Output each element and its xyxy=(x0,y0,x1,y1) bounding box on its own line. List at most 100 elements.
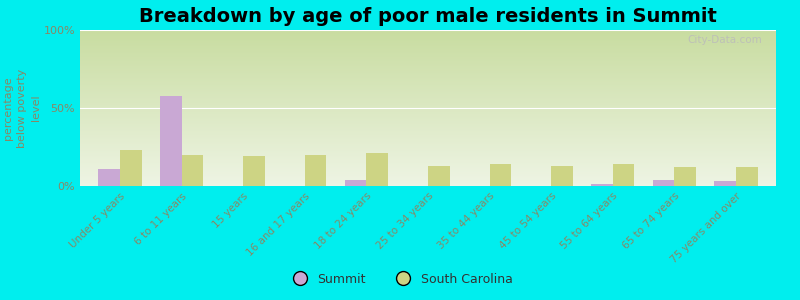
Bar xyxy=(80,178,776,179)
Bar xyxy=(80,48,776,49)
Bar xyxy=(80,85,776,86)
Bar xyxy=(80,66,776,67)
Bar xyxy=(80,180,776,181)
Bar xyxy=(80,155,776,156)
Bar xyxy=(80,34,776,35)
Bar xyxy=(80,128,776,129)
Bar xyxy=(551,166,573,186)
Bar xyxy=(80,103,776,104)
Bar xyxy=(80,59,776,60)
Bar xyxy=(80,161,776,162)
Bar xyxy=(80,93,776,94)
Bar xyxy=(80,139,776,140)
Bar xyxy=(80,132,776,133)
Bar xyxy=(80,158,776,159)
Bar xyxy=(80,149,776,150)
Bar xyxy=(80,63,776,64)
Bar xyxy=(80,70,776,71)
Bar xyxy=(80,118,776,119)
Bar xyxy=(80,167,776,168)
Bar xyxy=(80,57,776,58)
Bar xyxy=(80,83,776,84)
Bar xyxy=(80,137,776,138)
Bar xyxy=(80,135,776,136)
Bar xyxy=(80,117,776,118)
Bar xyxy=(80,49,776,50)
Bar xyxy=(80,185,776,186)
Bar xyxy=(80,130,776,131)
Bar xyxy=(345,180,366,186)
Bar xyxy=(80,92,776,93)
Bar xyxy=(120,150,142,186)
Bar xyxy=(80,148,776,149)
Bar xyxy=(80,122,776,123)
Bar xyxy=(80,145,776,146)
Bar xyxy=(366,153,388,186)
Bar xyxy=(80,74,776,75)
Bar xyxy=(80,33,776,34)
Bar xyxy=(80,46,776,47)
Bar xyxy=(80,65,776,66)
Bar xyxy=(80,160,776,161)
Bar xyxy=(80,84,776,85)
Bar xyxy=(80,88,776,89)
Bar xyxy=(80,69,776,70)
Bar xyxy=(80,45,776,46)
Bar xyxy=(80,87,776,88)
Bar xyxy=(80,152,776,153)
Bar xyxy=(653,180,674,186)
Bar xyxy=(80,94,776,95)
Bar xyxy=(80,123,776,124)
Bar xyxy=(80,96,776,97)
Bar xyxy=(80,184,776,185)
Bar xyxy=(80,133,776,134)
Bar xyxy=(80,106,776,107)
Bar xyxy=(80,146,776,147)
Bar xyxy=(80,58,776,59)
Bar xyxy=(80,102,776,103)
Bar xyxy=(674,167,696,186)
Bar xyxy=(80,124,776,125)
Bar xyxy=(80,43,776,44)
Bar xyxy=(80,68,776,69)
Bar xyxy=(80,104,776,105)
Bar xyxy=(80,40,776,41)
Bar xyxy=(80,162,776,163)
Bar xyxy=(80,32,776,33)
Bar xyxy=(80,79,776,80)
Bar xyxy=(80,37,776,38)
Bar xyxy=(80,110,776,111)
Bar xyxy=(80,97,776,98)
Y-axis label: percentage
below poverty
level: percentage below poverty level xyxy=(2,68,41,148)
Bar xyxy=(714,181,736,186)
Bar xyxy=(80,151,776,152)
Bar xyxy=(80,171,776,172)
Bar xyxy=(80,144,776,145)
Bar xyxy=(80,129,776,130)
Title: Breakdown by age of poor male residents in Summit: Breakdown by age of poor male residents … xyxy=(139,7,717,26)
Bar xyxy=(80,61,776,62)
Bar xyxy=(80,120,776,121)
Bar xyxy=(80,116,776,117)
Bar xyxy=(80,183,776,184)
Bar xyxy=(80,82,776,83)
Bar xyxy=(80,60,776,61)
Bar xyxy=(80,51,776,52)
Bar xyxy=(80,156,776,157)
Bar xyxy=(80,71,776,72)
Bar xyxy=(80,164,776,165)
Bar xyxy=(80,38,776,39)
Bar xyxy=(80,138,776,139)
Bar xyxy=(80,55,776,56)
Bar xyxy=(80,105,776,106)
Bar xyxy=(80,85,776,86)
Bar xyxy=(80,44,776,45)
Bar xyxy=(80,165,776,166)
Bar xyxy=(80,107,776,108)
Bar xyxy=(80,42,776,43)
Bar xyxy=(80,159,776,160)
Bar xyxy=(80,50,776,51)
Bar xyxy=(80,163,776,164)
Bar xyxy=(80,174,776,175)
Bar xyxy=(80,142,776,143)
